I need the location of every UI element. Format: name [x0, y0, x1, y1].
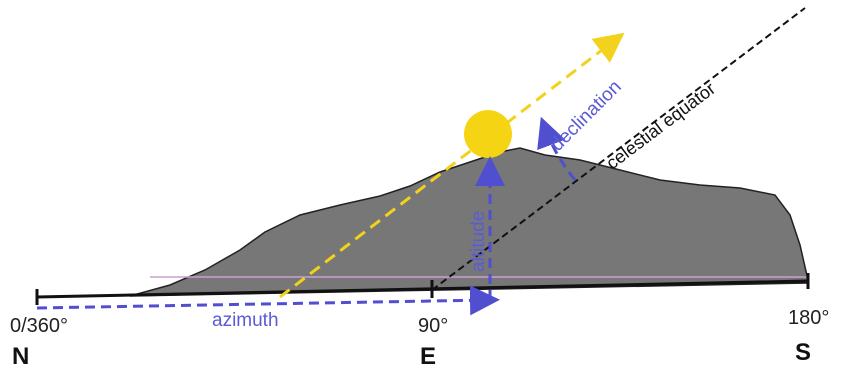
east: E	[420, 343, 436, 370]
azimuth-arrow	[37, 300, 488, 308]
south-angle: 180°	[788, 307, 829, 329]
east-angle: 90°	[418, 315, 448, 337]
north: N	[12, 343, 29, 370]
south: S	[795, 339, 811, 366]
sun	[464, 110, 512, 158]
declination-label: declination	[547, 76, 626, 155]
north-angle: 0/360°	[10, 315, 68, 337]
azimuth-label: azimuth	[212, 310, 279, 331]
diagram: 0/360° N 90° E 180° S azimuth altitude d…	[0, 0, 846, 377]
altitude-label: altitude	[468, 211, 489, 272]
